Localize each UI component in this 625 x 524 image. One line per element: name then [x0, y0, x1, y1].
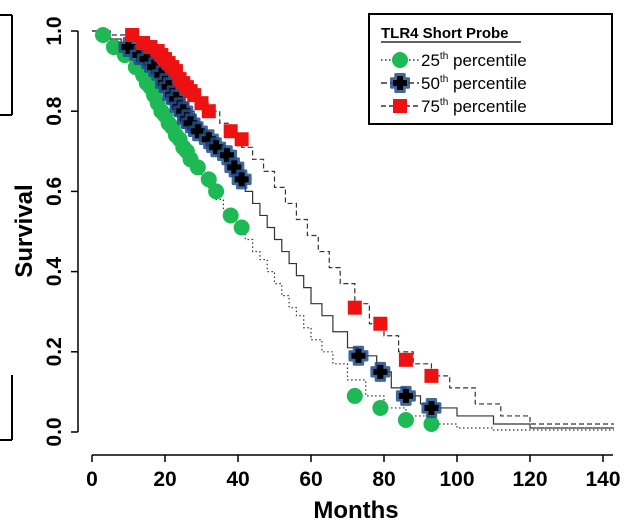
- data-point-square: [223, 124, 238, 139]
- legend-entries: 25th percentile 50th percentile 75th perce…: [381, 51, 527, 116]
- data-point-cross: [395, 385, 416, 406]
- y-tick-label: 0.2: [43, 337, 66, 366]
- x-tick-label: 140: [585, 468, 620, 491]
- y-tick-label: 0.8: [43, 96, 66, 126]
- data-point-circle: [423, 415, 440, 432]
- data-point-square: [347, 300, 362, 315]
- legend-label: 50th percentile: [421, 74, 527, 93]
- data-point-circle: [200, 171, 217, 188]
- legend-label: 25th percentile: [421, 51, 527, 70]
- x-tick-label: 100: [439, 468, 474, 491]
- y-axis-title: Survival: [11, 184, 38, 277]
- data-point-circle: [346, 387, 363, 404]
- legend-entry: 75th percentile: [381, 97, 527, 116]
- data-point-circle: [222, 207, 239, 224]
- data-point-circle: [372, 399, 389, 416]
- data-point-circle: [105, 39, 122, 56]
- data-point-square: [234, 132, 249, 147]
- legend-label: 75th percentile: [421, 97, 527, 116]
- y-tick-label: 0.4: [43, 257, 66, 287]
- x-axis-ticks: 0 20 40 60 80 100 120 140: [86, 455, 621, 491]
- data-point-cross: [421, 397, 442, 418]
- adjacent-panel-edge: [0, 14, 13, 441]
- data-point-cross: [370, 361, 391, 382]
- axes: 0 20 40 60 80 100 120 140 0.0 0.2 0.4 0.6 0.8 1.0: [43, 16, 621, 491]
- legend-marker-cross: [390, 73, 410, 93]
- data-point-square: [373, 316, 388, 331]
- x-tick-label: 40: [226, 468, 249, 491]
- y-tick-label: 0.0: [43, 417, 66, 446]
- legend-entry: 50th percentile: [381, 73, 527, 93]
- x-tick-label: 20: [153, 468, 176, 491]
- data-point-square: [398, 352, 413, 367]
- legend-marker-circle: [392, 52, 408, 68]
- series-markers: [94, 27, 442, 432]
- x-tick-label: 120: [512, 468, 547, 491]
- legend-title: TLR4 Short Probe: [381, 25, 509, 42]
- legend-entry: 25th percentile: [381, 51, 527, 70]
- data-point-circle: [94, 27, 111, 44]
- data-point-square: [424, 368, 439, 383]
- data-point-circle: [189, 159, 206, 176]
- data-point-circle: [208, 183, 225, 200]
- legend: TLR4 Short Probe 25th percentile 50th per…: [368, 13, 613, 125]
- data-point-cross: [231, 169, 252, 190]
- y-tick-label: 1.0: [43, 16, 66, 45]
- data-point-circle: [397, 411, 414, 428]
- x-tick-label: 60: [299, 468, 322, 491]
- x-tick-label: 80: [372, 468, 395, 491]
- legend-marker-square: [393, 99, 407, 113]
- data-point-square: [201, 104, 216, 119]
- data-point-square: [125, 28, 140, 43]
- data-point-circle: [233, 219, 250, 236]
- y-axis-ticks: 0.0 0.2 0.4 0.6 0.8 1.0: [43, 16, 78, 447]
- x-axis-title: Months: [313, 497, 398, 524]
- data-point-cross: [348, 345, 369, 366]
- y-tick-label: 0.6: [43, 177, 66, 206]
- x-tick-label: 0: [86, 468, 98, 491]
